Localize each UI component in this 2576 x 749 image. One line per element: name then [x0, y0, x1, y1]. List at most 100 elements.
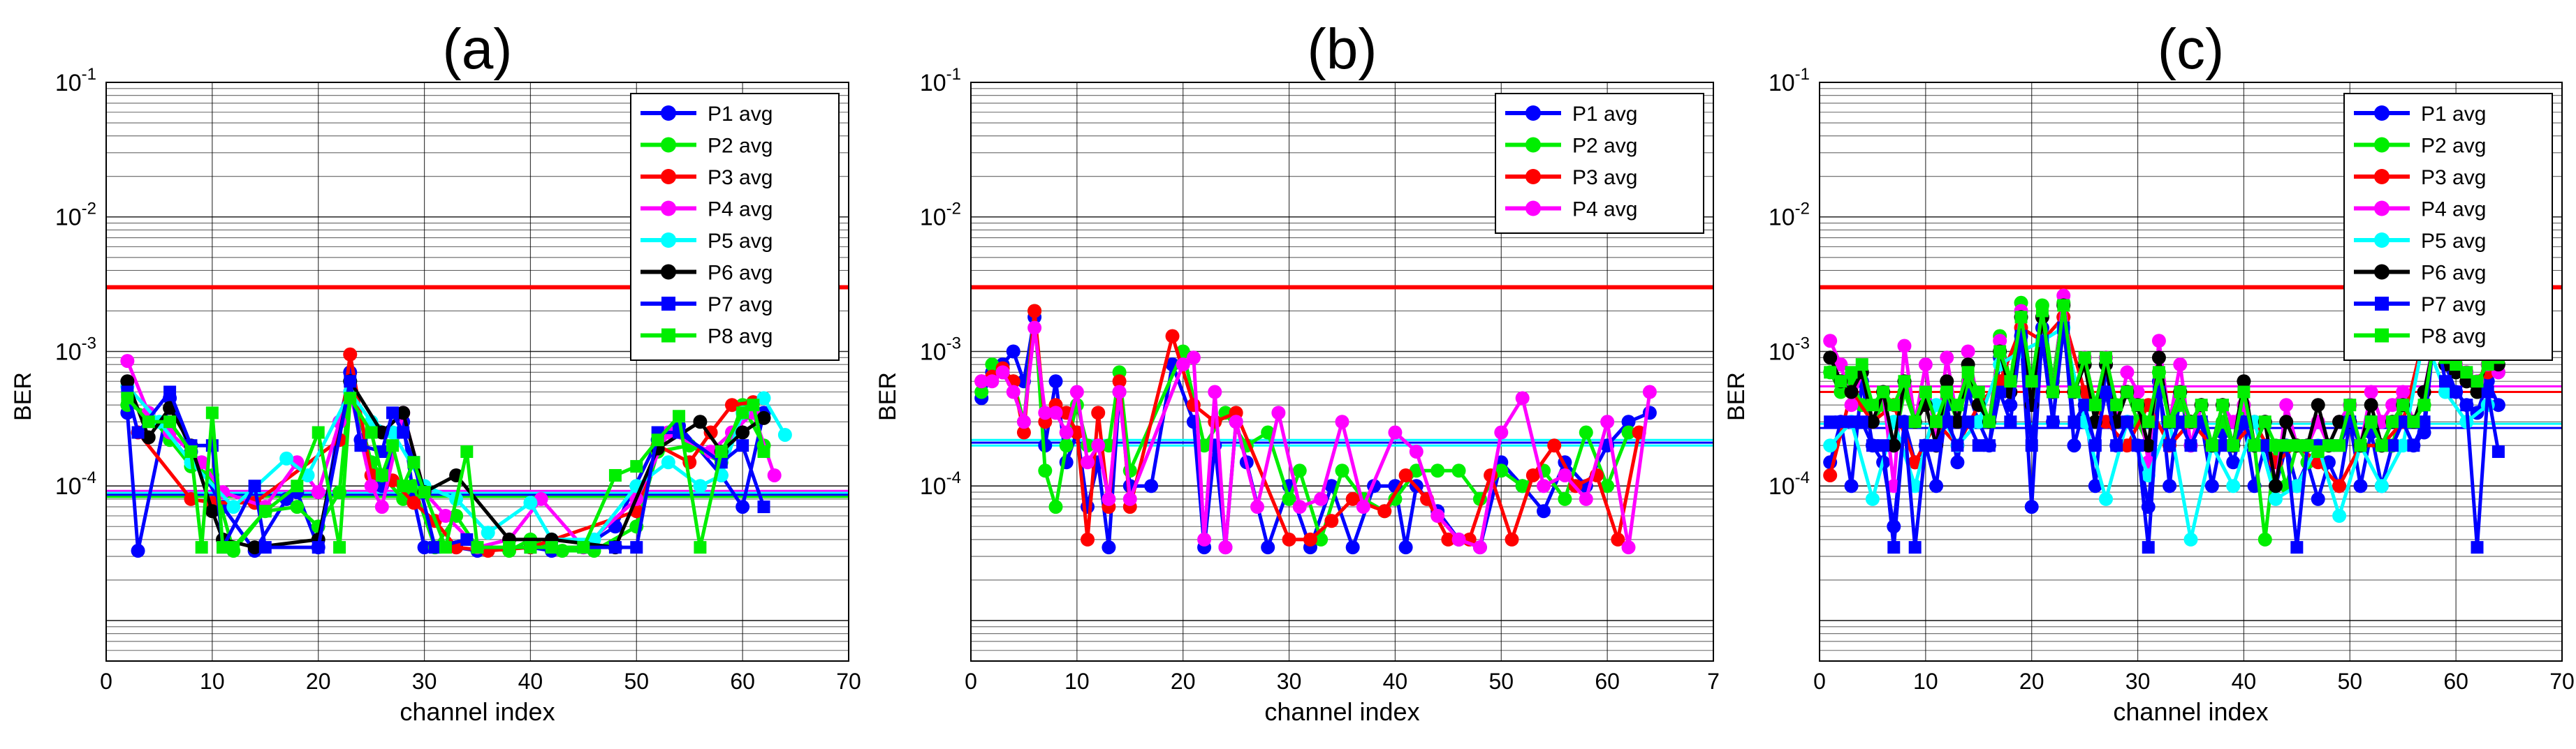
x-tick-label: 70 [2549, 669, 2575, 694]
data-point [2311, 445, 2325, 459]
data-point [2120, 438, 2135, 453]
series-p8-avg [1824, 299, 2505, 459]
data-point [417, 540, 432, 555]
data-point [2290, 439, 2304, 452]
y-tick-label: 10-4 [1769, 468, 1810, 500]
data-point [2257, 532, 2272, 547]
y-tick-base: 10 [920, 339, 946, 365]
data-point [2258, 439, 2271, 452]
data-point [1834, 385, 1848, 399]
data-point [1102, 491, 1116, 506]
data-point [1865, 491, 1880, 506]
data-point [1930, 439, 1943, 452]
legend-marker [2374, 105, 2390, 121]
data-point [2248, 439, 2261, 452]
data-point [2174, 415, 2187, 429]
data-point [2386, 439, 2399, 452]
x-tick-label: 0 [100, 669, 112, 694]
data-point [2471, 541, 2484, 554]
data-point [1112, 374, 1127, 389]
data-point [2204, 479, 2219, 494]
legend-label: P4 avg [2421, 198, 2486, 221]
data-point [2290, 541, 2304, 554]
data-point [724, 398, 739, 413]
data-point [2025, 439, 2038, 452]
data-point [247, 540, 262, 555]
data-point [1165, 329, 1180, 343]
data-point [1398, 468, 1413, 482]
data-point [343, 347, 358, 362]
data-point [2417, 415, 2431, 429]
x-tick-label: 10 [200, 669, 225, 694]
data-point [2460, 399, 2473, 412]
data-point [2322, 439, 2335, 452]
data-point [258, 505, 272, 518]
data-point [1621, 425, 1636, 440]
data-point [2396, 399, 2410, 412]
data-point [1335, 464, 1349, 478]
data-point [344, 392, 357, 405]
data-point [1016, 425, 1031, 440]
y-tick-label: 10-3 [1769, 334, 1810, 365]
y-tick-label: 10-1 [55, 65, 96, 96]
data-point [1579, 425, 1593, 440]
data-point [1091, 406, 1106, 420]
data-point [291, 480, 304, 493]
data-point [1314, 491, 1329, 506]
data-point [1027, 304, 1042, 318]
data-point [2417, 399, 2431, 412]
legend-label: P7 avg [708, 293, 773, 316]
data-point [2035, 304, 2049, 318]
data-point [1292, 500, 1307, 514]
data-point [2110, 399, 2123, 412]
data-point [2120, 365, 2135, 380]
data-point [2163, 415, 2176, 429]
data-point [2142, 415, 2155, 429]
data-point [1282, 491, 1296, 506]
legend-item: P7 avg [2354, 293, 2486, 316]
legend-box [630, 93, 840, 361]
data-point [375, 468, 388, 482]
data-point [407, 456, 420, 469]
data-point [1537, 504, 1551, 519]
legend-item: P5 avg [2354, 230, 2486, 253]
y-tick-exponent: -1 [1795, 65, 1810, 84]
data-point [1494, 464, 1509, 478]
data-point [1208, 385, 1222, 399]
data-point [120, 374, 135, 389]
series-p8-avg [121, 392, 770, 554]
data-point [2237, 415, 2251, 429]
data-point [2088, 399, 2102, 412]
data-point [715, 445, 728, 459]
data-point [1282, 532, 1296, 547]
data-point [2407, 439, 2420, 452]
data-point [757, 445, 770, 459]
data-point [1950, 415, 1965, 429]
data-point [1898, 415, 1911, 429]
legend-marker [661, 297, 675, 311]
data-point [2141, 438, 2156, 453]
data-point [1950, 455, 1965, 470]
chart-panel-c: (c) BER channel index 0 10 20 30 40 50 60 7010-… [1723, 17, 2575, 726]
data-point [1844, 398, 1859, 413]
y-tick-label: 10-2 [1769, 200, 1810, 231]
y-tick-exponent: -2 [1795, 200, 1810, 218]
data-point [577, 541, 590, 554]
data-point [1908, 541, 1922, 554]
data-point [1961, 344, 1975, 359]
data-point [661, 455, 675, 470]
data-point [344, 375, 357, 388]
data-point [1621, 415, 1636, 429]
chart-panel-b: (b) BER channel index 0 10 20 30 40 50 60 710-4… [874, 17, 1720, 726]
data-point [312, 541, 325, 554]
data-point [258, 541, 272, 554]
data-point [2343, 399, 2357, 412]
data-point [1919, 385, 1932, 399]
data-point [2374, 479, 2389, 494]
data-point [2311, 491, 2325, 506]
y-tick-exponent: -4 [946, 468, 961, 487]
data-point [1091, 438, 1106, 453]
data-point [2068, 385, 2081, 399]
data-point [693, 415, 708, 429]
data-point [630, 460, 643, 473]
